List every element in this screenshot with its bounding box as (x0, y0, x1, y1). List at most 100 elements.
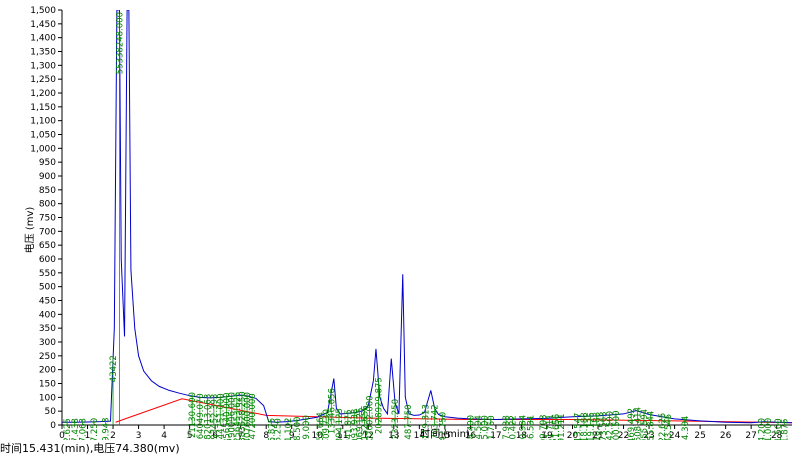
peak-label: 1287442.750 (438, 412, 448, 440)
peak-label: 46818.188 (580, 412, 590, 440)
peak-label: 2028929.875 (375, 377, 385, 434)
y-tick-label: 800 (39, 200, 56, 210)
peak-label: 4901.750 (487, 415, 497, 440)
peak-label: 102002.000 (366, 395, 376, 440)
peak-labels: 48342.62559277.43833837.06319077.2501370… (63, 12, 790, 440)
peak-label: 358.400 (466, 415, 476, 440)
peak-label: 43422 (109, 355, 119, 382)
y-tick-label: 850 (39, 186, 56, 196)
y-tick-label: 900 (39, 172, 56, 182)
x-tick-label: 1 (85, 431, 91, 440)
peak-label: 14890.984 (519, 415, 529, 440)
x-tick-label: 25 (694, 431, 705, 440)
x-tick-label: 21 (592, 431, 603, 440)
peak-label: 1394.200 (757, 418, 767, 440)
status-bar: 时间15.431(min),电压74.380(mv) (0, 442, 180, 455)
peak-label: 8261.875 (780, 419, 790, 440)
peak-label: 9594.594 (474, 415, 484, 440)
peak-label: 39100.500 (612, 411, 622, 440)
x-tick-label: 10 (312, 431, 324, 440)
y-tick-label: 500 (39, 283, 56, 293)
y-tick-label: 550 (39, 269, 56, 279)
peak-label: 52773.563 (599, 411, 609, 440)
y-tick-label: 1,500 (30, 6, 56, 16)
x-tick-label: 26 (720, 431, 732, 440)
peak-label: 155422.625 (658, 413, 668, 440)
peak-label: 56416.188 (593, 412, 603, 440)
y-tick-label: 650 (39, 241, 56, 251)
peak-label: 13651.711 (546, 414, 556, 440)
peak-label: 21130.600 (188, 392, 198, 438)
peak-label: 33837.063 (78, 418, 88, 440)
peak-label: 48342.625 (63, 418, 73, 440)
peak-label: 11742.500 (606, 411, 616, 440)
peak-label: 25021.656 (552, 414, 562, 440)
peak-label: 35171.000 (764, 418, 774, 440)
y-tick-label: 50 (45, 407, 57, 417)
peak-label: 290096.000 (228, 392, 238, 440)
x-tick-label: 19 (541, 431, 553, 440)
peak-label: 55338248.000 (115, 12, 125, 74)
y-tick-label: 750 (39, 214, 56, 224)
peak-label: 10508.414 (634, 407, 644, 440)
y-tick-label: 1,350 (30, 48, 56, 58)
peak-label: 13346.656 (327, 388, 337, 434)
peak-label: 106993.938 (350, 409, 360, 440)
peak-label: 19409.730 (322, 409, 332, 440)
axes: 0501001502002503003504004505005506006507… (30, 6, 792, 440)
y-tick-label: 0 (50, 421, 56, 431)
y-tick-label: 400 (39, 310, 56, 320)
peak-label: 182013.063 (203, 394, 213, 440)
x-tick-label: 13 (388, 431, 399, 440)
x-tick-label: 4 (161, 431, 167, 440)
x-tick-label: 16 (465, 431, 477, 440)
peak-label: 55941.875 (344, 409, 354, 440)
peak-label: 47055.844 (646, 411, 656, 440)
x-tick-label: 6 (212, 431, 218, 440)
peak-label: 6599.000 (302, 415, 312, 440)
peak-label: 35761.102 (284, 418, 294, 440)
peak-label: 13709.943 (101, 417, 111, 440)
y-tick-label: 1,000 (30, 144, 56, 154)
x-tick-label: 23 (643, 431, 654, 440)
x-tick-label: 17 (490, 431, 501, 440)
x-tick-label: 22 (618, 431, 629, 440)
y-tick-label: 200 (39, 366, 56, 376)
y-tick-label: 1,450 (30, 20, 56, 30)
peak-label: 1447200.000 (248, 393, 258, 440)
x-tick-label: 24 (669, 431, 681, 440)
peak-label: 91069.125 (355, 408, 365, 440)
peak-label: 193452.393 (210, 394, 220, 440)
y-tick-label: 950 (39, 158, 56, 168)
peak-label: 23383.545 (664, 414, 674, 440)
peak-label: 180413.547 (574, 413, 584, 440)
peak-label: 27955.594 (640, 409, 650, 440)
peak-label: 47152.656 (360, 405, 370, 440)
x-tick-label: 20 (567, 431, 579, 440)
x-tick-label: 12 (363, 431, 374, 440)
y-axis-title: 电压 (mv) (23, 207, 36, 254)
peak-label: 20436.531 (526, 415, 536, 440)
y-tick-label: 300 (39, 338, 56, 348)
y-tick-label: 150 (39, 380, 56, 390)
peak-label: 356540.000 (223, 393, 233, 440)
y-tick-label: 1,300 (30, 61, 56, 71)
y-tick-label: 700 (39, 227, 56, 237)
y-tick-label: 250 (39, 352, 56, 362)
peak-label: 59277.438 (71, 418, 81, 440)
peak-label: 31209.703 (539, 414, 549, 440)
peak-label: 8525.000 (480, 415, 490, 440)
y-tick-label: 1,050 (30, 131, 56, 141)
y-tick-label: 1,100 (30, 117, 56, 127)
peak-label: 40119.313 (422, 404, 432, 440)
peak-label: 256453.625 (233, 392, 243, 440)
peak-label: 64049.070 (196, 393, 206, 439)
x-tick-label: 5 (187, 431, 193, 440)
peak-label: 9534.304 (681, 416, 691, 440)
peak-label: 85469.492 (627, 408, 637, 440)
baseline (115, 398, 793, 424)
peak-label: 6800.422 (509, 415, 519, 440)
peak-label: 5456.250 (274, 418, 284, 440)
peak-label: 23368.500 (293, 417, 303, 440)
peak-label: 383628.250 (238, 391, 248, 440)
